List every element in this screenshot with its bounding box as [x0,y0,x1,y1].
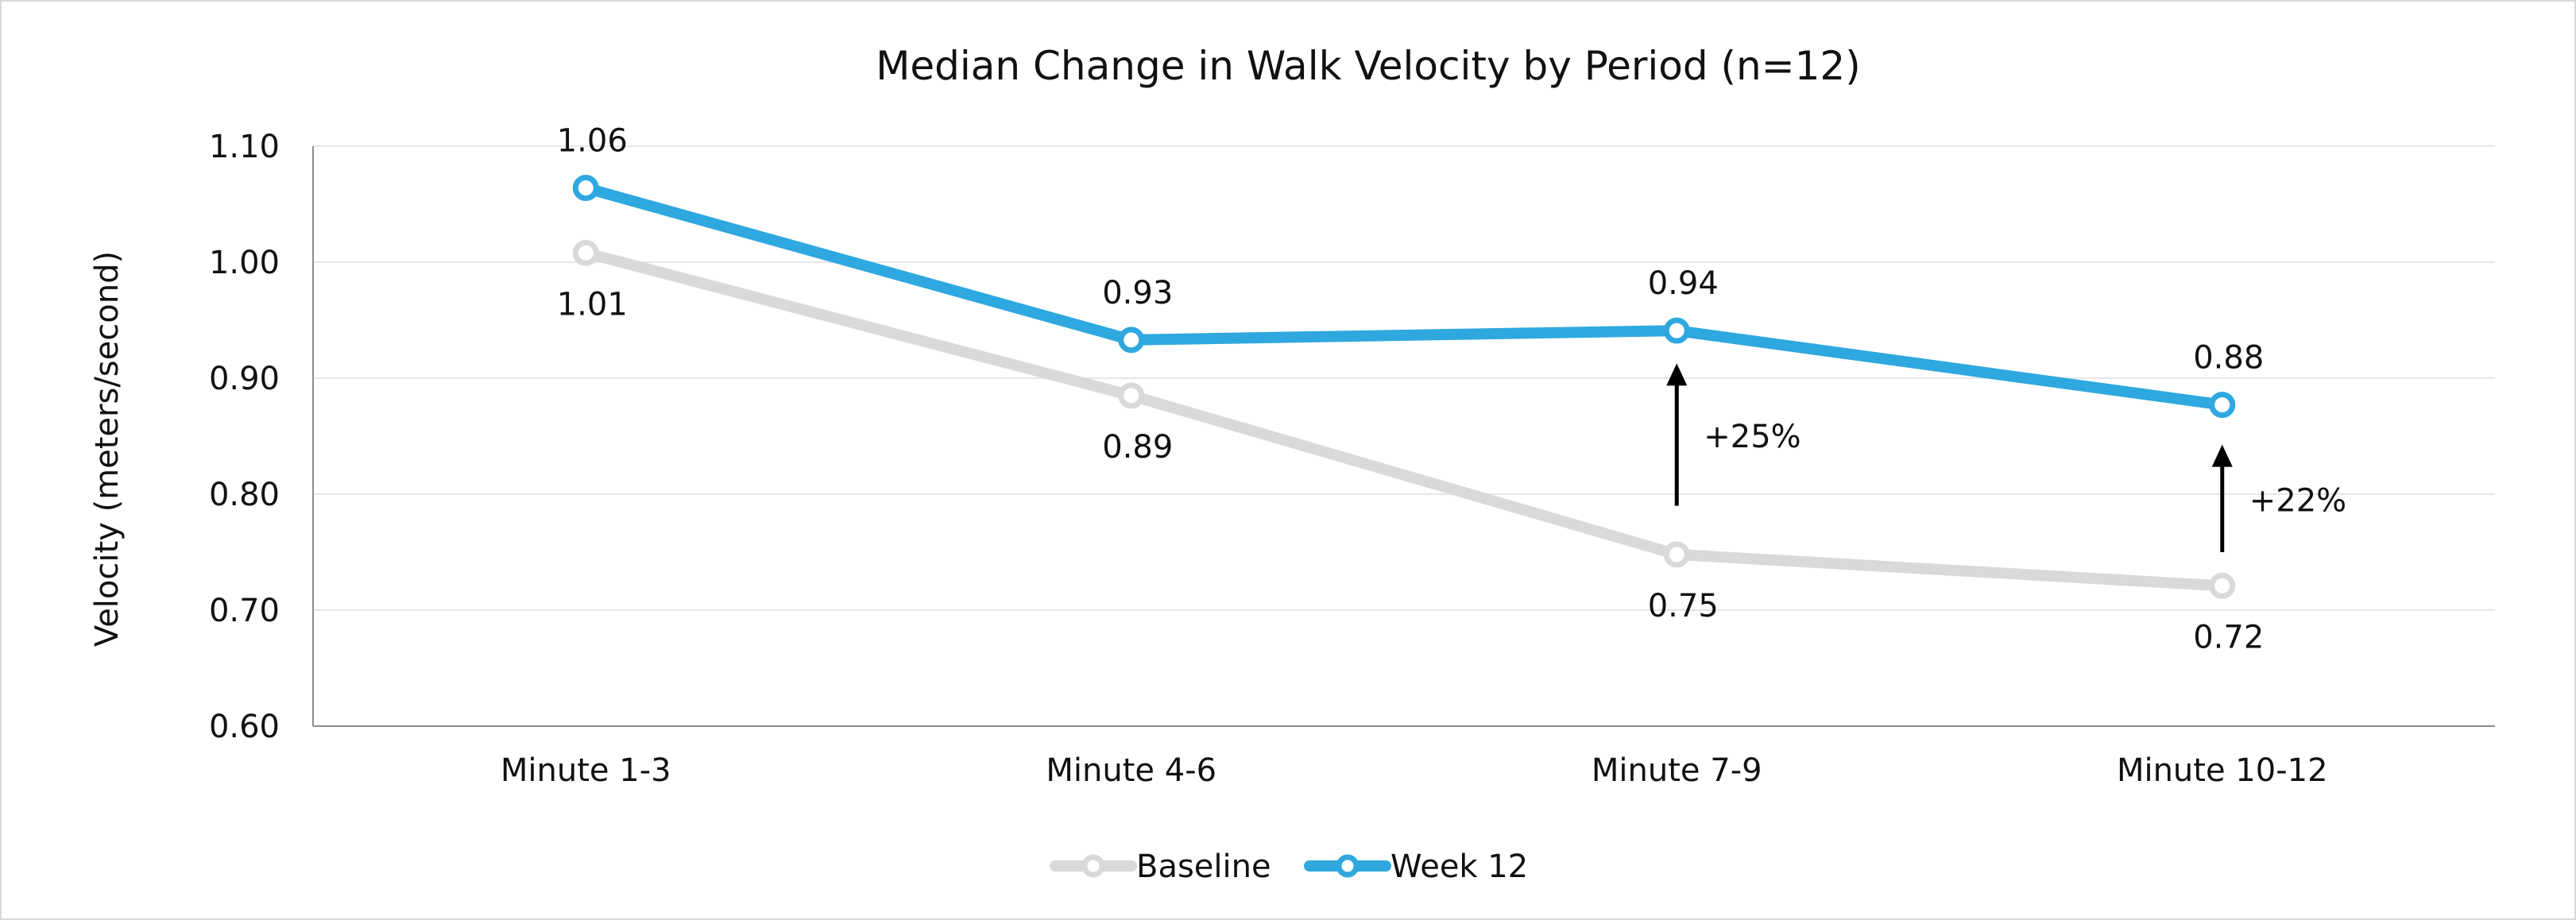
arrow-up-icon [1666,363,1688,386]
data-label: 0.75 [1648,588,1719,624]
legend-label: Baseline [1136,848,1271,885]
data-label: 0.94 [1648,265,1719,302]
y-tick-label: 0.80 [209,477,280,513]
data-label: 1.01 [557,286,628,323]
chart-title: Median Change in Walk Velocity by Period… [876,43,1860,89]
data-point [1118,382,1145,409]
data-label: 0.72 [2193,619,2264,655]
y-tick-label: 1.10 [209,129,280,165]
y-tick-label: 0.70 [209,593,280,629]
data-label: 0.89 [1102,429,1173,466]
y-tick-label: 1.00 [209,245,280,281]
legend: Baseline Week 12 [1050,848,1528,885]
arrow-up-icon [2211,444,2233,467]
data-point [1118,327,1145,354]
series-line-baseline [580,247,2228,592]
y-tick-label: 0.60 [209,709,280,745]
x-tick-label: Minute 7-9 [1592,752,1762,789]
data-point [1663,541,1690,568]
x-tick-label: Minute 10-12 [2117,752,2328,789]
series-line-week-12 [580,182,2228,411]
x-tick-label: Minute 1-3 [501,752,671,789]
annotation-label: +25% [1704,419,1800,455]
data-label: 1.06 [557,123,628,160]
legend-marker-icon [1081,854,1105,878]
data-labels: 1.01 0.89 0.75 0.72 1.06 0.93 0.94 0.88 [557,123,2265,656]
data-label: 0.88 [2193,340,2264,377]
annotation-label: +22% [2249,482,2346,519]
legend-marker-icon [1336,854,1360,878]
axes: 0.60 0.70 0.80 0.90 1.00 1.10 Minute 1-3 Minute… [209,129,2495,789]
x-tick-label: Minute 4-6 [1046,752,1216,789]
y-axis-label: Velocity (meters/second) [89,251,126,647]
y-tick-label: 0.90 [209,361,280,397]
data-point [572,175,599,202]
data-point [2209,392,2236,419]
data-label: 0.93 [1102,275,1173,311]
legend-label: Week 12 [1390,848,1528,885]
gridlines [313,145,2495,611]
data-point [2209,572,2236,599]
annotations: +25% +22% [1666,363,2346,552]
data-point [572,239,599,266]
data-point [1663,317,1690,344]
series [572,175,2236,599]
